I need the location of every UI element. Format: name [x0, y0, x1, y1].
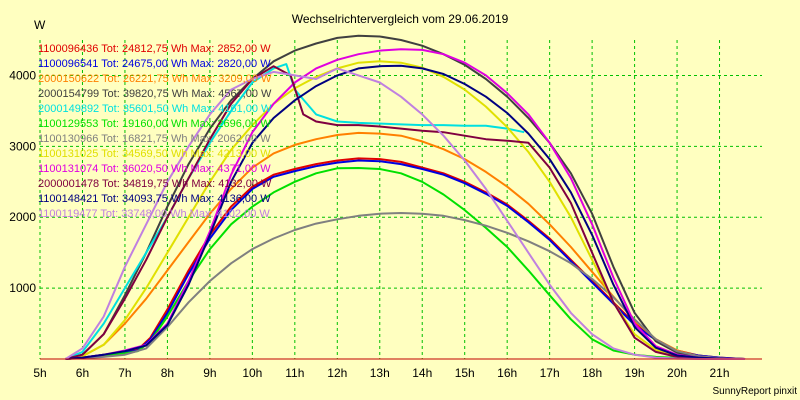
series-line-1100148421	[65, 64, 746, 360]
legend-entry-2000149892: 2000149892 Tot: 35601,50 Wh Max: 4161,00…	[38, 103, 272, 115]
series-line-1100096541	[65, 159, 746, 360]
series-line-1100131025	[65, 60, 745, 360]
x-tick-label: 19h	[625, 366, 645, 380]
y-tick-label: 2000	[9, 210, 36, 224]
legend-entry-1100130966: 1100130966 Tot: 16821,75 Wh Max: 2062,00…	[38, 133, 271, 145]
legend-entry-1100131074: 1100131074 Tot: 36020,50 Wh Max: 4371,00…	[38, 163, 271, 175]
legend-entry-2000001478: 2000001478 Tot: 34819,75 Wh Max: 4132,00…	[38, 178, 272, 190]
legend-entry-2000154799: 2000154799 Tot: 39820,75 Wh Max: 4567,00…	[38, 88, 272, 100]
legend: 1100096436 Tot: 24812,75 Wh Max: 2852,00…	[38, 43, 272, 220]
y-tick-label: 3000	[9, 139, 36, 153]
legend-entry-1100096541: 1100096541 Tot: 24675,00 Wh Max: 2820,00…	[38, 58, 271, 70]
x-tick-label: 17h	[540, 366, 560, 380]
tick-labels: 5h 6h 7h 8h 9h 10h 11h 12h 13h 14h 15h 16h 17h 18h 19h…	[9, 68, 729, 380]
x-tick-label: 16h	[497, 366, 517, 380]
grid	[39, 40, 762, 359]
credit-text: SunnyReport pinxit	[713, 386, 798, 397]
x-tick-label: 20h	[667, 366, 687, 380]
series-line-1100119477	[64, 67, 745, 360]
x-tick-label: 6h	[76, 366, 89, 380]
x-tick-label: 14h	[412, 366, 432, 380]
chart-title: Wechselrichtervergleich vom 29.06.2019	[292, 12, 509, 26]
x-tick-label: 11h	[285, 366, 304, 380]
y-axis-label: W	[34, 18, 46, 32]
y-tick-label: 4000	[9, 68, 36, 82]
series-line-2000154799	[65, 34, 746, 360]
legend-entry-1100148421: 1100148421 Tot: 34093,75 Wh Max: 4136,00…	[38, 193, 271, 205]
x-tick-label: 21h	[710, 366, 730, 380]
legend-entry-1100096436: 1100096436 Tot: 24812,75 Wh Max: 2852,00…	[38, 43, 271, 55]
series-line-1100129553	[65, 167, 745, 360]
legend-entry-2000150622: 2000150622 Tot: 26221,75 Wh Max: 3209,00…	[38, 73, 272, 85]
y-tick-label: 1000	[9, 281, 36, 295]
x-tick-label: 15h	[455, 366, 475, 380]
x-tick-label: 7h	[118, 366, 131, 380]
x-tick-label: 18h	[582, 366, 602, 380]
series-lines	[64, 34, 746, 360]
x-tick-label: 13h	[370, 366, 390, 380]
legend-entry-1100129553: 1100129553 Tot: 19160,00 Wh Max: 2696,00…	[38, 118, 271, 130]
x-tick-label: 10h	[242, 366, 262, 380]
x-tick-label: 5h	[33, 366, 46, 380]
legend-entry-1100119477: 1100119477 Tot: 33748,00 Wh Max: 4102,00…	[38, 208, 270, 220]
x-tick-label: 8h	[161, 366, 174, 380]
x-tick-label: 12h	[327, 366, 347, 380]
series-line-2000001478	[65, 65, 745, 360]
legend-entry-1100131025: 1100131025 Tot: 34569,50 Wh Max: 4213,00…	[38, 148, 271, 160]
x-tick-label: 9h	[203, 366, 216, 380]
